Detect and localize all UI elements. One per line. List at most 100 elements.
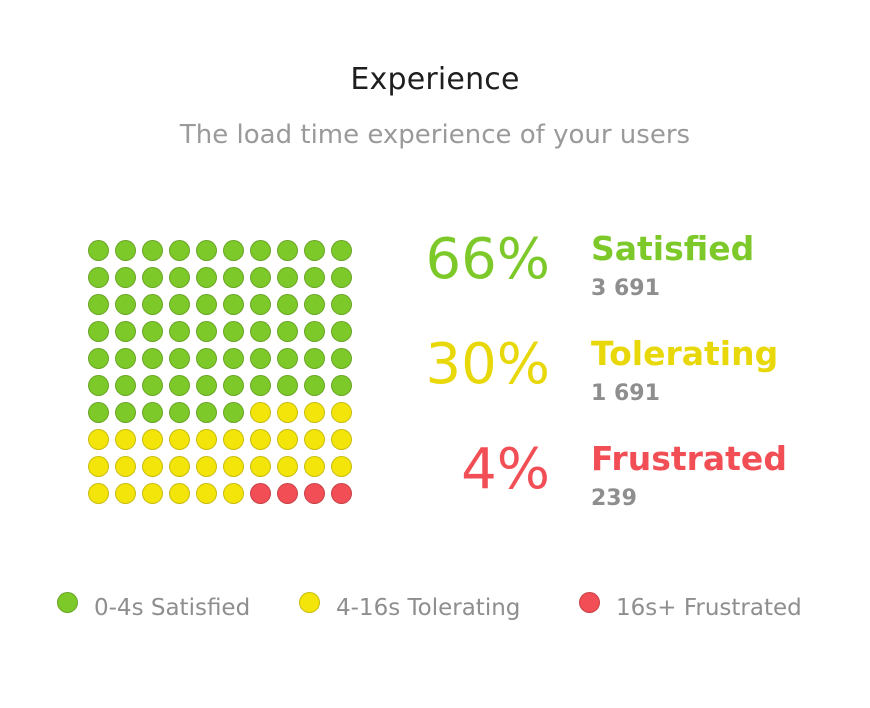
chart-title: Experience [350, 62, 520, 97]
stat-satisfied-count: 3 691 [591, 276, 660, 301]
waffle-dot-satisfied [169, 321, 190, 342]
waffle-dot-satisfied [196, 402, 217, 423]
waffle-dot-tolerating [88, 483, 109, 504]
waffle-dot-tolerating [142, 456, 163, 477]
waffle-dot-satisfied [223, 240, 244, 261]
waffle-dot-tolerating [277, 429, 298, 450]
waffle-dot-satisfied [88, 240, 109, 261]
waffle-dot-satisfied [88, 402, 109, 423]
waffle-dot-satisfied [331, 348, 352, 369]
waffle-dot-tolerating [277, 456, 298, 477]
waffle-dot-satisfied [142, 294, 163, 315]
waffle-dot-satisfied [277, 267, 298, 288]
waffle-dot-satisfied [331, 294, 352, 315]
waffle-dot-satisfied [169, 402, 190, 423]
waffle-dot-satisfied [223, 375, 244, 396]
legend-item-tolerating: 4-16s Tolerating [299, 591, 520, 624]
chart-subtitle: The load time experience of your users [179, 120, 691, 150]
waffle-dot-satisfied [88, 321, 109, 342]
legend-item-satisfied: 0-4s Satisfied [57, 591, 251, 624]
waffle-dot-satisfied [304, 267, 325, 288]
waffle-dot-tolerating [223, 483, 244, 504]
waffle-dot-tolerating [304, 429, 325, 450]
waffle-dot-satisfied [304, 348, 325, 369]
waffle-dot-satisfied [142, 375, 163, 396]
waffle-dot-tolerating [196, 429, 217, 450]
waffle-dot-satisfied [277, 321, 298, 342]
waffle-dot-tolerating [250, 429, 271, 450]
waffle-dot-satisfied [277, 375, 298, 396]
waffle-dot-satisfied [115, 240, 136, 261]
waffle-dot-satisfied [88, 294, 109, 315]
waffle-dot-satisfied [223, 348, 244, 369]
waffle-dot-satisfied [250, 375, 271, 396]
waffle-dot-satisfied [115, 321, 136, 342]
waffle-dot-satisfied [304, 375, 325, 396]
waffle-dot-satisfied [250, 294, 271, 315]
legend-item-frustrated: 16s+ Frustrated [579, 591, 802, 624]
waffle-dot-satisfied [169, 375, 190, 396]
waffle-dot-tolerating [331, 429, 352, 450]
waffle-dot-tolerating [304, 402, 325, 423]
waffle-dot-satisfied [169, 294, 190, 315]
waffle-dot-satisfied [115, 267, 136, 288]
waffle-dot-satisfied [223, 402, 244, 423]
legend-satisfied-dot-icon [57, 591, 78, 613]
waffle-dot-satisfied [223, 321, 244, 342]
legend-tolerating-dot-icon [299, 591, 320, 613]
waffle-dot-satisfied [196, 321, 217, 342]
waffle-dot-satisfied [250, 321, 271, 342]
waffle-dot-tolerating [223, 456, 244, 477]
legend-satisfied-label: 0-4s Satisfied [94, 595, 251, 621]
waffle-dot-frustrated [277, 483, 298, 504]
waffle-dot-satisfied [304, 294, 325, 315]
waffle-dot-satisfied [169, 348, 190, 369]
waffle-dot-tolerating [223, 429, 244, 450]
waffle-dot-tolerating [115, 429, 136, 450]
waffle-chart [88, 240, 358, 510]
waffle-dot-satisfied [169, 267, 190, 288]
stat-satisfied-label: Satisfied [591, 229, 755, 268]
waffle-dot-satisfied [331, 375, 352, 396]
waffle-dot-satisfied [196, 375, 217, 396]
stat-frustrated-label: Frustrated [591, 439, 787, 478]
waffle-dot-satisfied [142, 402, 163, 423]
waffle-dot-satisfied [331, 240, 352, 261]
waffle-dot-satisfied [169, 240, 190, 261]
waffle-dot-tolerating [142, 483, 163, 504]
stat-tolerating-count: 1 691 [591, 381, 660, 406]
waffle-dot-frustrated [331, 483, 352, 504]
waffle-dot-satisfied [223, 267, 244, 288]
waffle-dot-tolerating [169, 456, 190, 477]
waffle-dot-satisfied [196, 267, 217, 288]
waffle-dot-satisfied [196, 348, 217, 369]
waffle-dot-frustrated [304, 483, 325, 504]
waffle-dot-tolerating [196, 456, 217, 477]
waffle-dot-tolerating [277, 402, 298, 423]
legend-frustrated-dot-icon [579, 591, 600, 613]
waffle-dot-satisfied [331, 267, 352, 288]
waffle-dot-satisfied [142, 321, 163, 342]
stat-satisfied: 66% Satisfied 3 691 [400, 228, 860, 322]
waffle-dot-satisfied [115, 294, 136, 315]
waffle-dot-tolerating [115, 456, 136, 477]
stat-frustrated: 4% Frustrated 239 [400, 438, 860, 532]
waffle-dot-tolerating [331, 456, 352, 477]
waffle-dot-satisfied [196, 294, 217, 315]
stat-frustrated-percent: 4% [461, 437, 550, 502]
waffle-dot-tolerating [250, 456, 271, 477]
waffle-dot-satisfied [331, 321, 352, 342]
waffle-dot-satisfied [196, 240, 217, 261]
waffle-dot-tolerating [88, 429, 109, 450]
waffle-dot-satisfied [277, 240, 298, 261]
legend-frustrated-label: 16s+ Frustrated [616, 595, 802, 621]
waffle-dot-satisfied [88, 267, 109, 288]
waffle-dot-tolerating [169, 429, 190, 450]
waffle-dot-tolerating [304, 456, 325, 477]
waffle-dot-tolerating [250, 402, 271, 423]
waffle-dot-satisfied [304, 321, 325, 342]
waffle-dot-satisfied [115, 375, 136, 396]
stat-tolerating-label: Tolerating [591, 334, 779, 373]
stat-satisfied-percent: 66% [425, 227, 550, 292]
waffle-dot-satisfied [88, 375, 109, 396]
